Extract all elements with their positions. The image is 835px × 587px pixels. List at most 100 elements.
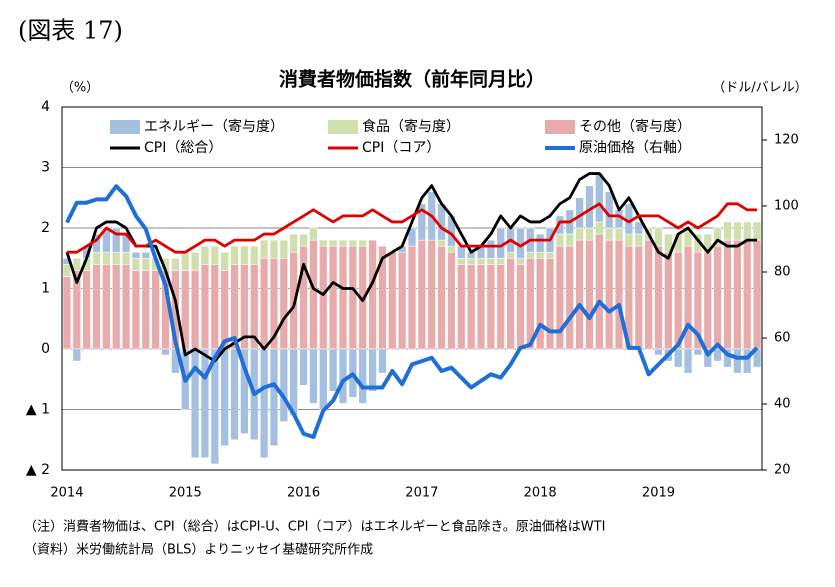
bar: [210, 263, 220, 350]
bar: [309, 239, 318, 350]
y-tick-label: ▲ 2: [26, 462, 50, 478]
bar: [427, 239, 436, 350]
legend-label: 食品（寄与度）: [362, 118, 460, 135]
bar: [535, 233, 545, 253]
bar: [368, 239, 377, 350]
bar: [348, 245, 358, 350]
bar: [82, 270, 91, 350]
y-tick-label: 2: [41, 220, 50, 236]
bar: [269, 239, 279, 259]
bar: [72, 257, 82, 271]
line: [65, 184, 759, 439]
bar: [486, 257, 496, 265]
bar: [299, 245, 308, 350]
bar: [328, 348, 338, 392]
bar: [111, 251, 121, 265]
bar: [102, 263, 111, 350]
bar: [595, 221, 604, 235]
y-axis-label: （%）: [61, 81, 99, 96]
bar: [565, 245, 574, 350]
bar: [742, 348, 752, 374]
bar: [742, 239, 752, 350]
bar: [319, 348, 328, 410]
bar: [733, 239, 742, 350]
legend-swatch: [545, 120, 575, 134]
bar: [457, 245, 466, 259]
x-tick-label: 2017: [405, 486, 438, 501]
bar: [111, 227, 121, 253]
bar: [309, 227, 318, 241]
bar: [496, 263, 505, 350]
y-tick-label: ▲ 1: [26, 402, 50, 418]
bar: [151, 270, 160, 350]
bar: [200, 348, 210, 459]
bar: [496, 257, 505, 265]
line: [65, 172, 758, 363]
bar: [397, 251, 407, 350]
bar: [713, 245, 722, 350]
bar: [319, 239, 328, 247]
y2-tick-label: 120: [774, 133, 799, 148]
y-tick-label: 4: [41, 99, 50, 115]
bar: [664, 251, 673, 350]
bar: [190, 270, 200, 350]
bar: [447, 251, 456, 350]
bar: [102, 251, 111, 265]
bar: [210, 348, 220, 465]
bar: [733, 348, 742, 374]
bar: [259, 239, 269, 259]
bar: [230, 245, 239, 265]
legend-label: その他（寄与度）: [579, 118, 691, 135]
bar: [447, 245, 456, 253]
legend-swatch: [110, 120, 140, 134]
bar: [555, 245, 565, 350]
bar: [240, 245, 249, 265]
bar: [328, 245, 338, 350]
bar: [634, 233, 644, 247]
bar: [358, 239, 367, 247]
bar: [723, 221, 732, 241]
bar: [131, 257, 141, 271]
bar: [220, 251, 229, 271]
bar: [604, 239, 614, 350]
bar: [713, 227, 722, 247]
y2-tick-label: 80: [774, 265, 791, 280]
bar: [92, 263, 101, 350]
bar: [506, 251, 515, 259]
bar: [417, 239, 427, 350]
bar: [466, 263, 476, 350]
bar: [328, 239, 338, 247]
bar: [486, 239, 496, 259]
bar: [634, 245, 644, 350]
bar: [575, 239, 584, 350]
bar: [279, 348, 289, 422]
x-tick-label: 2014: [50, 486, 83, 501]
bar: [575, 227, 584, 241]
bar: [309, 348, 318, 404]
bar: [752, 239, 762, 350]
legend-swatch: [328, 120, 358, 134]
bar: [299, 348, 308, 386]
bar: [673, 251, 683, 350]
bar: [338, 348, 348, 404]
bar: [407, 227, 417, 247]
bar: [595, 233, 604, 350]
bar: [72, 348, 82, 362]
bar: [141, 270, 151, 350]
bar: [555, 233, 565, 247]
bar: [437, 239, 446, 247]
x-tick-label: 2019: [642, 486, 675, 501]
y-tick-label: 3: [41, 160, 50, 176]
bar: [279, 239, 289, 259]
bar: [634, 221, 644, 235]
bar: [673, 348, 683, 368]
bar: [693, 348, 703, 356]
bar: [131, 270, 141, 350]
bar: [407, 245, 417, 350]
bar: [131, 251, 141, 259]
bar: [121, 251, 131, 265]
bar: [476, 257, 486, 265]
bar: [604, 227, 614, 241]
bar: [338, 245, 348, 350]
bar: [190, 348, 200, 459]
